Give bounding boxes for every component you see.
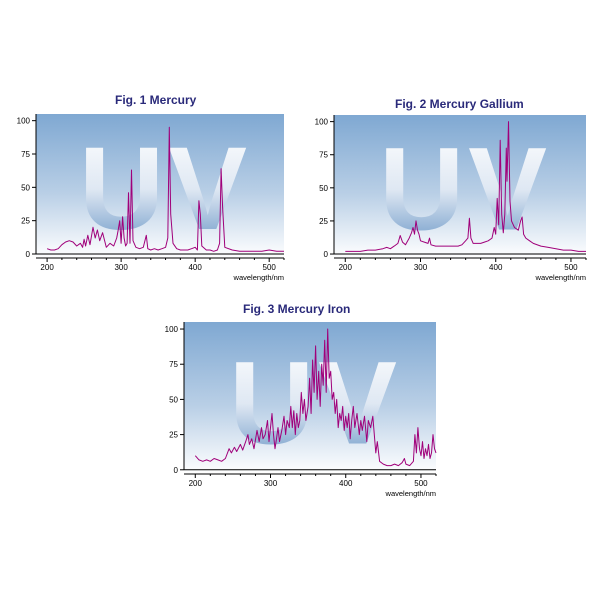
x-axis-label: wavelength/nm — [535, 273, 586, 282]
x-tick-label: 300 — [114, 263, 128, 272]
y-tick-label: 0 — [324, 250, 329, 259]
y-tick-label: 100 — [315, 118, 329, 127]
chart3-title: Fig. 3 Mercury Iron — [243, 302, 351, 316]
uv-watermark: UV — [229, 338, 401, 470]
y-tick-label: 100 — [165, 325, 179, 334]
y-tick-label: 75 — [319, 151, 328, 160]
y-tick-label: 100 — [17, 117, 31, 126]
y-tick-label: 0 — [26, 250, 31, 259]
x-tick-label: 200 — [339, 263, 353, 272]
y-tick-label: 25 — [319, 217, 328, 226]
y-tick-label: 50 — [319, 184, 328, 193]
y-tick-label: 50 — [169, 395, 178, 404]
x-tick-label: 300 — [264, 479, 278, 488]
x-tick-label: 400 — [489, 263, 503, 272]
x-tick-label: 400 — [339, 479, 353, 488]
x-tick-label: 500 — [564, 263, 578, 272]
y-tick-label: 0 — [174, 466, 179, 475]
plot-background — [334, 115, 586, 258]
x-axis-label: wavelength/nm — [385, 489, 436, 498]
spectrum-line — [345, 121, 586, 252]
plot-background — [36, 114, 284, 258]
x-tick-label: 300 — [414, 263, 428, 272]
chart1-title: Fig. 1 Mercury — [115, 93, 197, 107]
chart2-title: Fig. 2 Mercury Gallium — [395, 97, 524, 111]
x-tick-label: 500 — [263, 263, 277, 272]
y-tick-label: 25 — [169, 431, 178, 440]
y-tick-label: 75 — [21, 150, 30, 159]
x-tick-label: 200 — [189, 479, 203, 488]
spectrum-line — [194, 328, 437, 467]
y-tick-label: 25 — [21, 217, 30, 226]
x-axis-label: wavelength/nm — [233, 273, 284, 282]
x-tick-label: 400 — [188, 263, 202, 272]
uv-watermark: UV — [79, 123, 251, 255]
x-tick-label: 200 — [40, 263, 54, 272]
uv-watermark: UV — [379, 123, 551, 255]
x-tick-label: 500 — [414, 479, 428, 488]
y-tick-label: 50 — [21, 183, 30, 192]
y-tick-label: 75 — [169, 360, 178, 369]
spectrum-line — [46, 126, 284, 252]
